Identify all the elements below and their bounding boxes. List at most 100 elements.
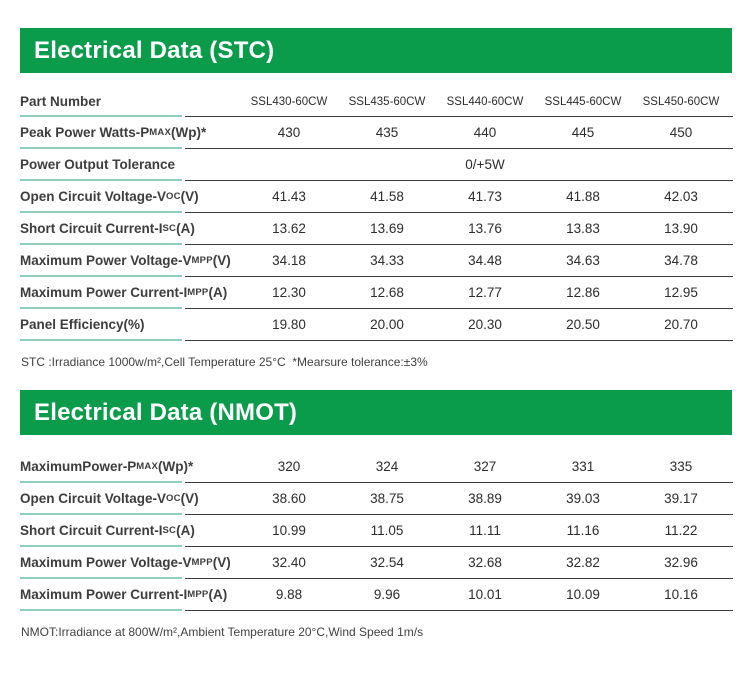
label-subscript: MPP (191, 556, 213, 568)
table-row: Open Circuit Voltage-V OC (V) 38.60 38.75 38.… (20, 483, 733, 515)
value-cell: 430 (277, 125, 301, 140)
value-cell: 38.60 (272, 491, 306, 506)
table-row: Maximum Power Current-I MPP (A) 9.88 9.96 10.… (20, 579, 733, 611)
value-cell: 41.58 (370, 189, 404, 204)
value-cell: 10.09 (566, 587, 600, 602)
row-label-text: Peak Power Watts-P (20, 124, 150, 140)
row-data: 13.62 13.69 13.76 13.83 13.90 (185, 213, 733, 245)
row-label-text: Panel Efficiency(%) (20, 316, 145, 332)
row-label-text: Maximum Power Voltage-V (20, 554, 192, 570)
value-cell: 38.75 (370, 491, 404, 506)
row-label-text: MaximumPower-P (20, 458, 137, 474)
value-cell: 13.83 (566, 221, 600, 236)
value-cell: 13.90 (664, 221, 698, 236)
table-row: Open Circuit Voltage-V OC (V) 41.43 41.58 41.… (20, 181, 733, 213)
row-label-text: (A) (208, 284, 228, 300)
value-cell: 20.50 (566, 317, 600, 332)
stc-footnote: STC :Irradiance 1000w/m²,Cell Temperatur… (21, 355, 428, 369)
row-label-text: Short Circuit Current-I (20, 522, 163, 538)
value-cell: 39.17 (664, 491, 698, 506)
row-label-text: Part Number (20, 94, 102, 109)
part-number-cell: SSL435-60CW (348, 96, 426, 108)
value-cell: 327 (473, 459, 497, 474)
value-cell: 13.62 (272, 221, 306, 236)
row-label-text: (V) (180, 490, 199, 506)
row-data: 34.18 34.33 34.48 34.63 34.78 (185, 245, 733, 277)
nmot-title-band: Electrical Data (NMOT) (20, 390, 732, 435)
value-cell: 324 (375, 459, 399, 474)
label-subscript: MAX (149, 126, 172, 138)
row-data: 0/+5W (185, 149, 733, 181)
row-label-text: (A) (176, 220, 195, 236)
label-subscript: SC (162, 524, 177, 536)
row-label-text: (A) (176, 522, 195, 538)
stc-table: Part Number SSL430-60CW SSL435-60CW SSL440-… (20, 88, 733, 341)
row-label-text: Power Output Tolerance (20, 156, 176, 172)
row-data: 41.43 41.58 41.73 41.88 42.03 (185, 181, 733, 213)
value-cell: 20.70 (664, 317, 698, 332)
label-subscript: SC (162, 222, 177, 234)
value-cell: 12.95 (664, 285, 698, 300)
value-cell: 335 (669, 459, 693, 474)
nmot-table: MaximumPower-P MAX (Wp)* 320 324 327 331 335 Ope… (20, 451, 733, 611)
row-label-text: Maximum Power Current-I (20, 284, 188, 300)
row-label: Power Output Tolerance (20, 149, 182, 181)
row-label: Part Number (20, 88, 182, 117)
value-cell: 12.30 (272, 285, 306, 300)
row-label: Maximum Power Current-I MPP (A) (20, 579, 227, 611)
table-row: Short Circuit Current-I SC (A) 10.99 11.05 11… (20, 515, 733, 547)
table-row: Short Circuit Current-I SC (A) 13.62 13.69 13… (20, 213, 733, 245)
value-cell: 34.78 (664, 253, 698, 268)
label-subscript: MPP (187, 588, 209, 600)
row-label-text: (V) (212, 554, 231, 570)
value-cell: 12.86 (566, 285, 600, 300)
nmot-section: Electrical Data (NMOT) MaximumPower-P MAX… (0, 390, 750, 639)
value-cell: 39.03 (566, 491, 600, 506)
value-cell: 445 (571, 125, 595, 140)
value-cell: 12.77 (468, 285, 502, 300)
value-cell: 34.63 (566, 253, 600, 268)
value-cell: 13.69 (370, 221, 404, 236)
value-cell: 34.48 (468, 253, 502, 268)
value-cell: 32.68 (468, 555, 502, 570)
row-data: 320 324 327 331 335 (185, 451, 733, 483)
row-label: Open Circuit Voltage-V OC (V) (20, 483, 199, 515)
part-number-cell: SSL445-60CW (544, 96, 622, 108)
row-data: 9.88 9.96 10.01 10.09 10.16 (185, 579, 733, 611)
value-cell: 13.76 (468, 221, 502, 236)
value-cell: 11.16 (566, 523, 600, 538)
label-subscript: MPP (187, 286, 209, 298)
row-label: Short Circuit Current-I SC (A) (20, 515, 195, 547)
value-cell: 38.89 (468, 491, 502, 506)
label-subscript: OC (166, 492, 181, 504)
row-label-text: Open Circuit Voltage-V (20, 188, 167, 204)
row-data: 10.99 11.05 11.11 11.16 11.22 (185, 515, 733, 547)
row-label-text: Maximum Power Current-I (20, 586, 188, 602)
value-cell: 10.16 (664, 587, 698, 602)
part-number-cell: SSL430-60CW (250, 96, 328, 108)
value-cell: 11.05 (370, 523, 404, 538)
value-cell: 41.73 (468, 189, 502, 204)
row-label: Panel Efficiency(%) (20, 309, 182, 341)
value-cell: 20.30 (468, 317, 502, 332)
table-row: Maximum Power Current-I MPP (A) 12.30 12.68 1… (20, 277, 733, 309)
row-label-text: (A) (208, 586, 228, 602)
stc-title-band: Electrical Data (STC) (20, 28, 732, 73)
value-cell: 435 (375, 125, 399, 140)
table-row: Part Number SSL430-60CW SSL435-60CW SSL440-… (20, 88, 733, 117)
value-cell: 34.33 (370, 253, 404, 268)
value-cell: 41.88 (566, 189, 600, 204)
row-label: Maximum Power Current-I MPP (A) (20, 277, 227, 309)
part-number-cell: SSL450-60CW (642, 96, 720, 108)
nmot-title: Electrical Data (NMOT) (34, 398, 298, 426)
value-cell: 32.54 (370, 555, 404, 570)
value-cell: 11.11 (469, 523, 501, 538)
stc-title: Electrical Data (STC) (34, 36, 275, 64)
row-label-text: (V) (212, 252, 231, 268)
value-cell: 11.22 (664, 523, 698, 538)
merged-value-cell: 0/+5W (465, 157, 505, 172)
row-data: 19.80 20.00 20.30 20.50 20.70 (185, 309, 733, 341)
value-cell: 9.96 (373, 587, 401, 602)
table-row: Power Output Tolerance 0/+5W (20, 149, 733, 181)
value-cell: 320 (277, 459, 301, 474)
